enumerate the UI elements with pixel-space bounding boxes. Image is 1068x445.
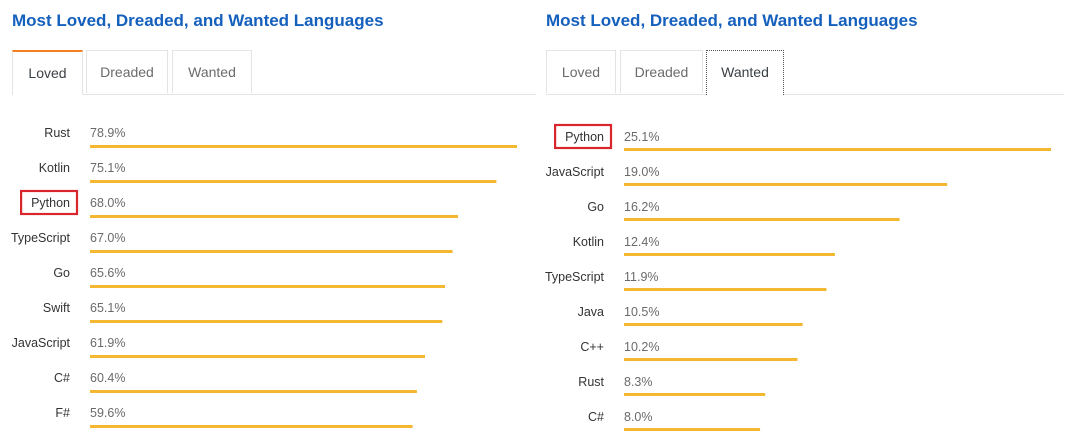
category-label-typescript: TypeScript	[11, 231, 71, 245]
tab-wanted[interactable]: Wanted	[172, 50, 252, 93]
wanted-panel: Most Loved, Dreaded, and Wanted Language…	[534, 0, 1068, 445]
value-label-javascript: 19.0%	[624, 165, 659, 179]
category-label-rust: Rust	[44, 126, 70, 140]
bar-python	[624, 148, 1051, 151]
bar-javascript	[90, 355, 425, 358]
bar-rust	[624, 393, 766, 396]
category-label-rust: Rust	[578, 375, 604, 389]
category-label-go: Go	[53, 266, 70, 280]
bar-typescript	[90, 250, 453, 253]
category-label-go: Go	[587, 200, 604, 214]
category-label-java: Java	[578, 305, 604, 319]
category-label-c-sharp: C#	[54, 371, 70, 385]
bar-python	[90, 215, 458, 218]
highlight-box	[20, 189, 79, 216]
panel-title: Most Loved, Dreaded, and Wanted Language…	[12, 11, 384, 30]
value-label-go: 16.2%	[624, 200, 659, 214]
loved-panel: Most Loved, Dreaded, and Wanted Language…	[11, 11, 536, 428]
value-label-kotlin: 75.1%	[90, 161, 125, 175]
value-label-cpp: 10.2%	[624, 340, 659, 354]
category-label-typescript: TypeScript	[545, 270, 605, 284]
wanted-bar-chart: Python 25.1% JavaScript 19.0% Go 16.2% Kotlin 1…	[545, 123, 1051, 431]
category-label-python: Python	[31, 196, 70, 210]
category-label-python: Python	[565, 130, 604, 144]
bar-c-sharp	[90, 390, 417, 393]
bar-swift	[90, 320, 443, 323]
value-label-typescript: 67.0%	[90, 231, 125, 245]
category-label-cpp: C++	[580, 340, 604, 354]
value-label-kotlin: 12.4%	[624, 235, 659, 249]
tab-bar: Loved Dreaded Wanted	[12, 50, 536, 95]
bar-f-sharp	[90, 425, 413, 428]
category-label-f-sharp: F#	[55, 406, 70, 420]
bar-javascript	[624, 183, 948, 186]
value-label-python: 25.1%	[624, 130, 659, 144]
bar-typescript	[624, 288, 827, 291]
category-label-javascript: JavaScript	[12, 336, 71, 350]
category-label-kotlin: Kotlin	[39, 161, 70, 175]
value-label-typescript: 11.9%	[624, 270, 659, 284]
bar-kotlin	[624, 253, 835, 256]
bar-go	[624, 218, 900, 221]
tab-dreaded[interactable]: Dreaded	[86, 50, 168, 93]
tab-loved[interactable]: Loved	[546, 50, 616, 93]
loved-bar-chart: Rust 78.9% Kotlin 75.1% Python 68.0% TypeScrip…	[11, 126, 517, 428]
bar-kotlin	[90, 180, 497, 183]
panel-title: Most Loved, Dreaded, and Wanted Language…	[546, 11, 918, 30]
value-label-python: 68.0%	[90, 196, 125, 210]
value-label-c-sharp: 60.4%	[90, 371, 125, 385]
value-label-f-sharp: 59.6%	[90, 406, 125, 420]
value-label-rust: 78.9%	[90, 126, 125, 140]
bar-cpp	[624, 358, 798, 361]
tab-loved[interactable]: Loved	[12, 50, 83, 95]
value-label-rust: 8.3%	[624, 375, 653, 389]
tab-bar: Loved Dreaded Wanted	[546, 50, 1064, 95]
value-label-swift: 65.1%	[90, 301, 125, 315]
bar-c-sharp	[624, 428, 761, 431]
value-label-java: 10.5%	[624, 305, 659, 319]
value-label-go: 65.6%	[90, 266, 125, 280]
tab-wanted[interactable]: Wanted	[706, 50, 784, 95]
value-label-c-sharp: 8.0%	[624, 410, 653, 424]
highlight-box	[554, 123, 613, 150]
category-label-kotlin: Kotlin	[573, 235, 604, 249]
category-label-c-sharp: C#	[588, 410, 604, 424]
category-label-swift: Swift	[43, 301, 71, 315]
tab-dreaded[interactable]: Dreaded	[620, 50, 703, 93]
category-label-javascript: JavaScript	[546, 165, 605, 179]
bar-java	[624, 323, 803, 326]
bar-go	[90, 285, 445, 288]
value-label-javascript: 61.9%	[90, 336, 125, 350]
bar-rust	[90, 145, 517, 148]
